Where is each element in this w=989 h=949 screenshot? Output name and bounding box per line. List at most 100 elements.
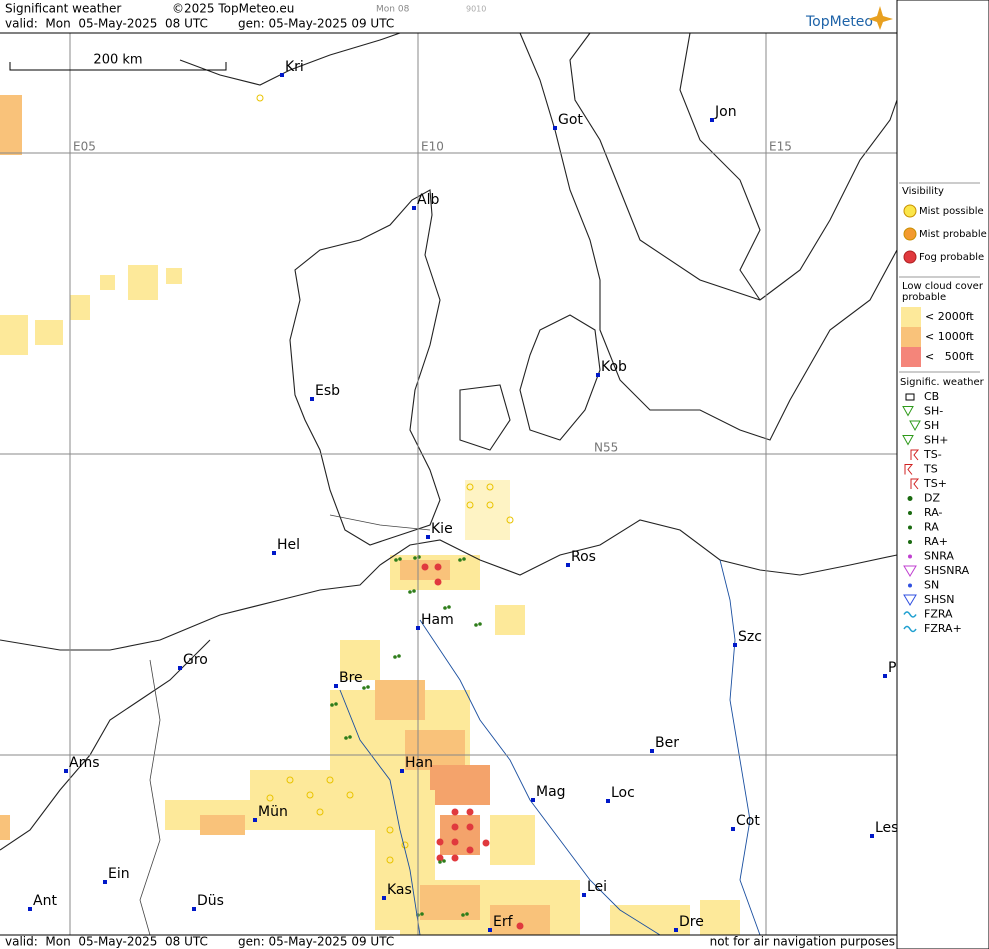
city-marker [192, 907, 196, 911]
coastline [289, 189, 441, 546]
city-label: Kie [431, 521, 453, 537]
city-marker [883, 674, 887, 678]
legend-title: Signific. weather [900, 377, 985, 388]
city-marker [674, 928, 678, 932]
legend-item: Fog probable [919, 252, 984, 263]
legend-symbol [910, 449, 920, 461]
river [339, 689, 421, 936]
border [139, 659, 161, 936]
legend-swatch [901, 307, 921, 327]
city-label: Dre [679, 914, 704, 930]
coastline [569, 32, 761, 301]
legend-item: CB [924, 390, 939, 403]
city-marker [606, 799, 610, 803]
legend-item: FZRA+ [924, 622, 962, 635]
legend-item: Mist probable [919, 229, 987, 240]
city-marker [650, 749, 654, 753]
legend-item: RA- [924, 506, 942, 519]
legend: Visibility Mist possible Mist probable Fog … [899, 182, 987, 635]
legend-symbol [908, 511, 912, 515]
legend-symbol [910, 478, 920, 490]
legend-item: SN [924, 579, 939, 592]
city-label: Cot [736, 813, 760, 829]
city-label: Ham [421, 612, 454, 628]
coastline [179, 32, 401, 86]
city-marker [416, 626, 420, 630]
legend-symbol [903, 625, 917, 633]
valid: valid: Mon 05-May-2025 08 UTC [5, 17, 208, 31]
legend-swatch [901, 327, 921, 347]
city-label: Ant [33, 893, 57, 909]
city-label: Mag [536, 784, 566, 800]
city-marker [280, 73, 284, 77]
city-marker [310, 397, 314, 401]
city-label: P [888, 660, 896, 676]
legend-symbol [903, 594, 917, 606]
legend-swatch [901, 347, 921, 367]
footer-valid: valid: Mon 05-May-2025 08 UTC [5, 935, 208, 949]
legend-symbol [904, 464, 914, 475]
city-marker [272, 551, 276, 555]
city-label: Les [875, 820, 898, 836]
city-marker [28, 907, 32, 911]
generated: gen: 05-May-2025 09 UTC [238, 17, 394, 31]
fog-points [421, 563, 524, 930]
legend-symbol [903, 565, 917, 577]
low-cloud-areas [0, 95, 740, 935]
coastline [0, 639, 211, 851]
legend-symbol [909, 420, 921, 432]
city-label: Jon [714, 104, 737, 120]
legend-item: DZ [924, 492, 940, 505]
legend-symbol [907, 496, 913, 501]
city-label: Bre [339, 670, 363, 686]
legend-symbol [903, 611, 917, 618]
city-marker [488, 928, 492, 932]
city-marker [382, 896, 386, 900]
scale-label: 200 km [93, 53, 142, 68]
copyright: ©2025 TopMeteo.eu [172, 2, 294, 16]
title: Significant weather [5, 2, 121, 16]
legend-item: TS- [923, 448, 942, 461]
legend-item: TS+ [923, 477, 947, 490]
map: E05 E10 E15 N55 200 km Kri Got Jon Alb Kob Es… [0, 32, 898, 936]
city-marker [870, 834, 874, 838]
city-label: Ams [69, 755, 100, 771]
city-label: Szc [738, 629, 762, 645]
legend-title: Visibility [902, 186, 944, 197]
legend-item: SH- [924, 405, 943, 418]
legend-symbol [903, 227, 917, 241]
border [329, 514, 431, 531]
legend-title: Low cloud cover probable [902, 281, 984, 303]
legend-item: RA+ [924, 535, 948, 548]
legend-item: SH+ [924, 434, 948, 447]
city-label: Gro [183, 652, 208, 668]
grid-label: E05 [73, 140, 96, 154]
footer-generated: gen: 05-May-2025 09 UTC [238, 935, 394, 949]
coastline [519, 32, 898, 441]
legend-symbol [903, 250, 917, 264]
mist-points [256, 94, 514, 864]
grid-label: E15 [769, 140, 792, 154]
drizzle-points [330, 555, 482, 917]
city-label: Mün [258, 804, 288, 820]
city-label: Hel [277, 537, 300, 553]
city-marker [426, 535, 430, 539]
header [0, 0, 897, 33]
logo-star [868, 6, 893, 30]
city-label: Got [558, 112, 583, 128]
city-marker [64, 769, 68, 773]
city-marker [531, 798, 535, 802]
disclaimer: not for air navigation purposes [710, 935, 895, 949]
city-marker [733, 643, 737, 647]
grid-label: N55 [594, 441, 618, 455]
legend-symbol [908, 554, 912, 559]
city-marker [178, 666, 182, 670]
city-marker [400, 769, 404, 773]
legend-symbol [903, 204, 917, 218]
city-label: Lei [587, 879, 607, 895]
city-marker [334, 684, 338, 688]
city-label: Kri [285, 59, 304, 75]
coastline [459, 384, 511, 451]
